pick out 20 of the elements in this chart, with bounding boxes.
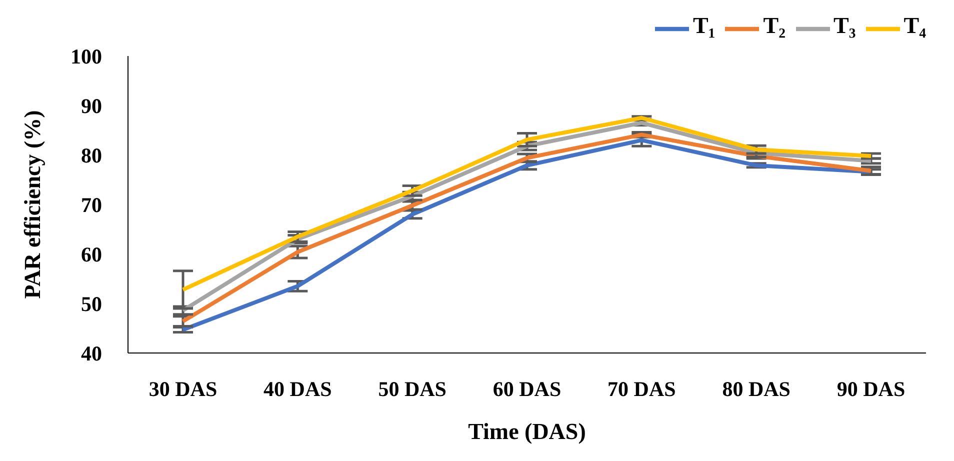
x-tick-label: 30 DAS	[148, 376, 218, 401]
y-tick-label: 70	[81, 192, 102, 217]
legend-label: T₄	[904, 12, 926, 38]
y-tick-label: 60	[81, 242, 102, 266]
y-tick-label: 80	[81, 143, 102, 168]
x-tick-label: 60 DAS	[492, 376, 562, 401]
x-tick-label: 40 DAS	[264, 376, 332, 401]
y-axis-title: PAR efficiency (%)	[20, 110, 46, 299]
x-tick-label: 50 DAS	[378, 376, 446, 401]
x-tick-label: 70 DAS	[608, 376, 676, 401]
x-tick-label: 80 DAS	[722, 376, 790, 401]
y-tick-label: 100	[70, 44, 102, 68]
y-tick-label: 90	[81, 94, 102, 118]
legend-label: T₃	[834, 12, 856, 38]
x-tick-label: 90 DAS	[836, 376, 906, 401]
x-axis-title: Time (DAS)	[468, 419, 586, 444]
y-tick-label: 40	[81, 341, 102, 366]
y-tick-label: 50	[81, 292, 102, 316]
legend-label: T₁	[693, 12, 716, 38]
legend-label: T₂	[763, 12, 786, 38]
